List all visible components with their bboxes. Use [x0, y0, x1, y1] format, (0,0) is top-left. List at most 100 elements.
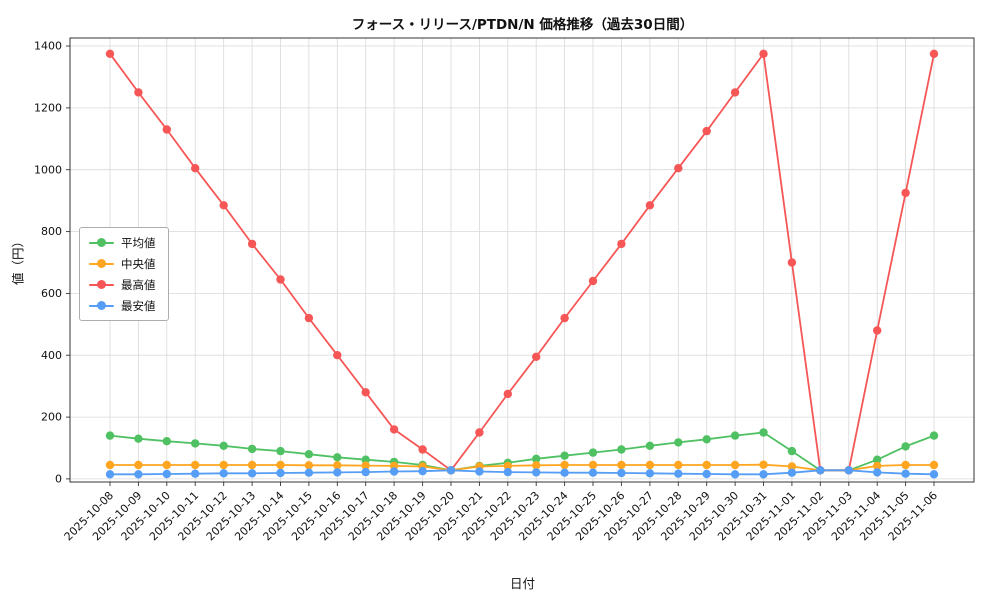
x-tick-labels: 2025-10-082025-10-092025-10-102025-10-11…: [62, 489, 940, 543]
data-point-max: [219, 201, 228, 210]
data-point-max: [134, 88, 143, 97]
data-point-min: [219, 469, 228, 478]
data-point-median: [588, 460, 598, 470]
data-point-max: [929, 49, 939, 58]
data-point-mean: [191, 439, 200, 448]
data-point-max: [247, 239, 257, 249]
data-point-min: [702, 469, 711, 479]
data-point-min: [588, 468, 598, 477]
y-tick-labels: 0 200 400 600 800 1000 1200 1400: [34, 40, 62, 486]
data-point-max: [702, 126, 711, 136]
y-tick-label: 0: [55, 473, 62, 486]
series-min: [105, 466, 939, 479]
data-point-mean: [361, 455, 370, 464]
data-point-min: [247, 469, 257, 478]
data-point-max: [418, 445, 427, 454]
y-tick-label: 1200: [34, 102, 62, 115]
data-point-mean: [617, 445, 626, 454]
data-point-mean: [532, 454, 541, 463]
data-point-mean: [219, 441, 228, 450]
data-point-mean: [787, 446, 797, 456]
data-point-mean: [873, 455, 882, 464]
data-point-max: [503, 389, 512, 399]
legend-label-median: 中央値: [121, 256, 156, 271]
data-point-median: [617, 460, 626, 470]
data-point-median: [645, 460, 655, 470]
data-point-min: [873, 468, 882, 477]
data-point-median: [219, 460, 228, 470]
y-tick-label: 800: [41, 225, 62, 238]
data-point-max: [532, 352, 541, 361]
chart-legend: 平均値中央値最高値最安値: [79, 227, 169, 321]
data-point-max: [475, 428, 484, 437]
plot-border: [69, 37, 975, 483]
series-line-max: [109, 52, 935, 472]
data-point-median: [134, 460, 143, 470]
data-point-min: [674, 469, 683, 478]
data-point-min: [929, 470, 939, 479]
series-max: [105, 49, 939, 475]
data-point-min: [162, 469, 171, 479]
grid-lines: [70, 38, 974, 482]
data-point-median: [162, 460, 171, 470]
data-point-max: [730, 88, 740, 97]
data-point-mean: [105, 431, 115, 440]
legend-item-min: 最安値: [89, 298, 156, 313]
data-point-min: [844, 466, 853, 475]
data-point-median: [787, 462, 797, 471]
data-point-max: [873, 326, 882, 335]
data-point-min: [333, 468, 342, 477]
legend-line-marker-icon: [89, 280, 114, 290]
data-point-median: [730, 460, 740, 470]
data-point-mean: [730, 431, 740, 440]
y-tick-label: 400: [41, 349, 62, 362]
data-point-min: [446, 466, 456, 475]
data-point-mean: [901, 442, 910, 451]
y-tick-label: 600: [41, 287, 62, 300]
data-point-max: [304, 313, 314, 323]
data-point-max: [333, 351, 342, 360]
data-point-max: [560, 313, 569, 323]
data-point-min: [901, 469, 910, 478]
data-point-mean: [702, 435, 711, 444]
y-tick-label: 1000: [34, 163, 62, 176]
data-point-median: [901, 460, 910, 470]
data-point-min: [759, 470, 768, 479]
tick-marks: [66, 45, 935, 486]
data-point-median: [873, 461, 882, 471]
data-point-min: [134, 470, 143, 479]
data-point-median: [276, 460, 285, 470]
legend-label-max: 最高値: [121, 277, 156, 292]
data-point-min: [816, 466, 825, 475]
data-point-mean: [276, 446, 285, 456]
data-point-median: [191, 460, 200, 470]
data-point-mean: [674, 438, 683, 447]
data-point-min: [617, 468, 626, 478]
data-point-max: [191, 164, 200, 173]
legend-item-median: 中央値: [89, 256, 156, 271]
legend-item-mean: 平均値: [89, 235, 156, 250]
data-point-median: [361, 461, 370, 470]
data-point-max: [105, 49, 115, 58]
data-point-max: [617, 239, 626, 249]
y-tick-label: 1400: [34, 40, 62, 53]
data-point-max: [162, 125, 171, 134]
data-point-min: [191, 469, 200, 478]
data-point-mean: [588, 448, 598, 457]
chart-title: フォース・リリース/PTDN/N 価格推移（過去30日間）: [351, 17, 694, 33]
legend-line-marker-icon: [89, 238, 114, 248]
data-point-mean: [759, 428, 768, 437]
y-tick-label: 200: [41, 411, 62, 424]
data-point-mean: [645, 441, 655, 450]
data-point-min: [304, 468, 314, 477]
data-point-mean: [929, 431, 939, 440]
data-point-max: [276, 275, 285, 284]
data-point-mean: [134, 434, 143, 443]
data-point-mean: [560, 451, 569, 460]
data-point-min: [361, 467, 370, 477]
legend-item-max: 最高値: [89, 277, 156, 292]
data-point-mean: [304, 450, 314, 459]
series-mean: [105, 428, 939, 475]
data-point-max: [759, 49, 768, 58]
data-point-mean: [162, 437, 171, 446]
